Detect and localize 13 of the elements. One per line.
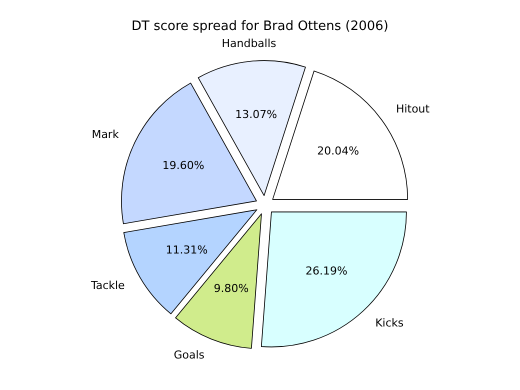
slice-label: Mark (92, 128, 120, 142)
data-label: 19.60% (162, 159, 204, 172)
data-label: 20.04% (317, 144, 360, 158)
slice-label: Tackle (90, 279, 126, 292)
data-label: 26.19% (306, 264, 348, 278)
data-label: 11.31% (166, 243, 208, 256)
slice-label: Goals (174, 348, 205, 362)
data-label: 9.80% (214, 282, 249, 295)
data-label: 13.07% (235, 108, 278, 122)
slice-label: Handballs (222, 36, 277, 50)
chart-title: DT score spread for Brad Ottens (2006) (132, 19, 388, 34)
slice-label: Hitout (396, 102, 430, 116)
slice-label: Kicks (375, 316, 404, 330)
